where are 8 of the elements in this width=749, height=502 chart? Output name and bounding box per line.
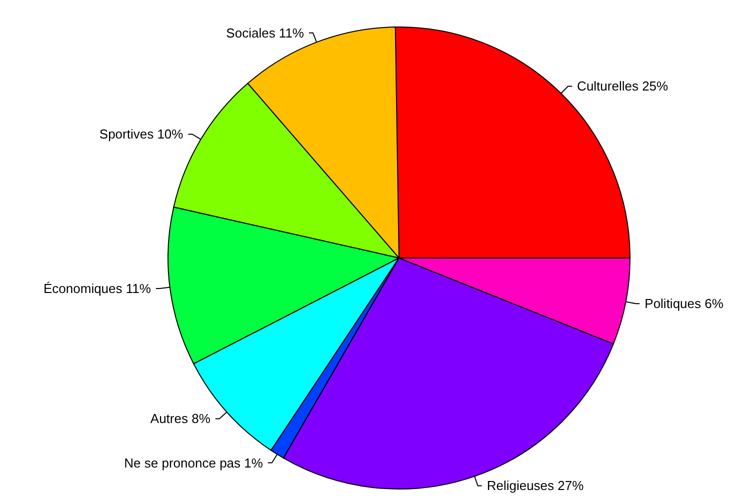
- slice-label: Culturelles 25%: [577, 78, 669, 94]
- slice-label: Sociales 11%: [226, 25, 304, 40]
- slice-label: Sportives 10%: [99, 126, 184, 142]
- slice-label: Religieuses 27%: [486, 478, 584, 494]
- slice-label: Économiques 11%: [44, 281, 152, 296]
- slice-label: Autres 8%: [150, 411, 211, 426]
- slice-label: Politiques 6%: [644, 296, 724, 312]
- slice-label: Ne se prononce pas 1%: [124, 455, 264, 470]
